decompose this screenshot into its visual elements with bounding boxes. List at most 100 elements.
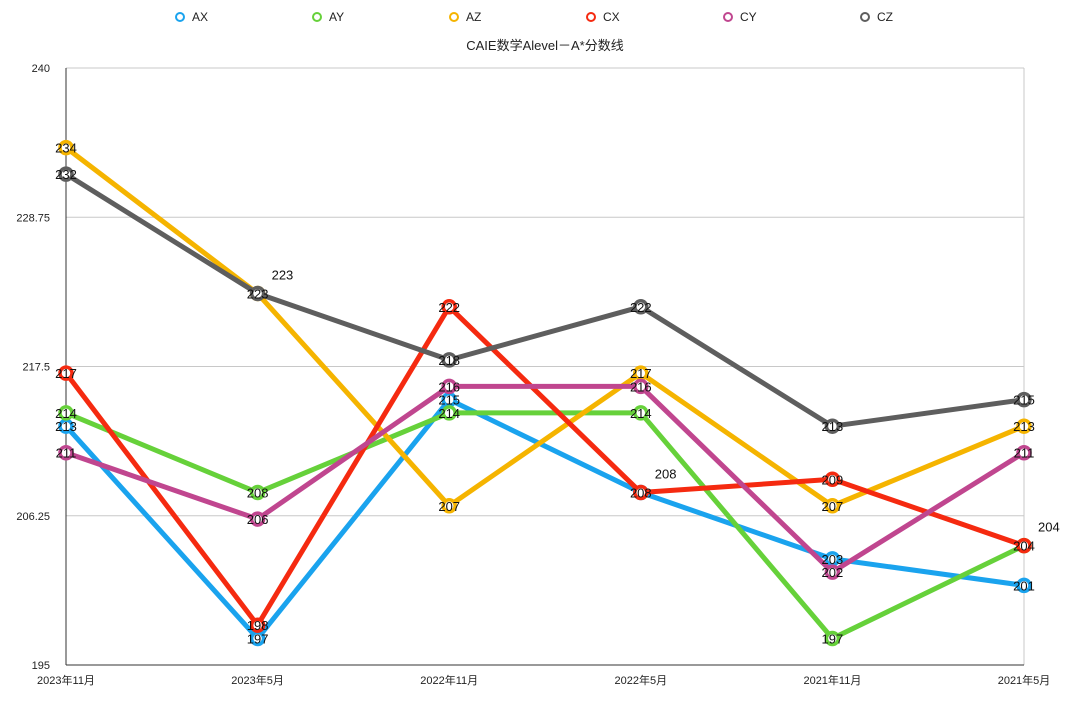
data-label: 208 — [247, 486, 269, 501]
series-line — [63, 171, 1027, 429]
data-point[interactable] — [249, 285, 266, 302]
data-point[interactable] — [441, 352, 457, 368]
data-point[interactable] — [1016, 537, 1032, 554]
data-point[interactable] — [824, 564, 841, 580]
data-label: 206 — [247, 512, 269, 527]
data-label: 201 — [1013, 578, 1035, 593]
data-label: 213 — [1013, 419, 1035, 434]
series-cy — [58, 378, 1032, 580]
data-point[interactable] — [1016, 444, 1032, 461]
data-label: 234 — [55, 141, 77, 156]
legend-item-cy[interactable]: CY — [723, 10, 757, 24]
data-label: 232 — [55, 167, 77, 182]
data-label: 222 — [438, 300, 460, 315]
data-label: 214 — [630, 406, 652, 421]
data-point[interactable] — [633, 484, 649, 501]
data-point[interactable] — [824, 471, 841, 488]
data-point[interactable] — [824, 630, 841, 647]
legend-item-ax[interactable]: AX — [175, 10, 208, 24]
grid — [66, 67, 1024, 666]
data-point[interactable] — [58, 405, 74, 421]
data-point[interactable] — [633, 405, 649, 421]
data-point[interactable] — [249, 484, 266, 501]
data-point[interactable] — [633, 299, 649, 315]
data-label: 211 — [1014, 446, 1035, 461]
data-label: 213 — [822, 419, 844, 434]
data-label: 207 — [822, 499, 844, 514]
data-label: 216 — [438, 379, 460, 394]
series-line — [63, 410, 1027, 641]
data-label: 218 — [438, 353, 460, 368]
data-point[interactable] — [441, 498, 457, 514]
data-point[interactable] — [58, 365, 74, 381]
data-label: 197 — [247, 631, 269, 646]
data-label: 216 — [630, 379, 652, 394]
legend-marker-icon — [586, 12, 596, 22]
legend-label: AX — [192, 10, 208, 24]
data-point[interactable] — [441, 405, 457, 421]
legend-marker-icon — [723, 12, 733, 22]
y-tick-label: 206.25 — [16, 511, 50, 523]
legend-item-ay[interactable]: AY — [312, 10, 344, 24]
legend-item-cz[interactable]: CZ — [860, 10, 893, 24]
legend-item-cx[interactable]: CX — [586, 10, 620, 24]
y-tick-label: 228.75 — [16, 212, 50, 224]
x-tick-label: 2021年5月 — [998, 673, 1051, 687]
data-label: 208 — [655, 467, 677, 482]
series-cz — [58, 166, 1032, 434]
data-point[interactable] — [824, 418, 841, 434]
legend: AX AY AZ CX CY CZ — [175, 10, 893, 24]
data-label: 202 — [822, 565, 844, 580]
data-point[interactable] — [1016, 577, 1032, 594]
data-label: 203 — [822, 552, 844, 567]
legend-label: CY — [740, 10, 757, 24]
data-label: 217 — [55, 366, 77, 381]
data-label: 222 — [630, 300, 652, 315]
data-label: 204 — [1013, 539, 1035, 554]
x-tick-label: 2023年11月 — [37, 673, 95, 687]
series-az — [58, 139, 1032, 514]
x-tick-label: 2021年11月 — [803, 673, 861, 687]
legend-label: AZ — [466, 10, 481, 24]
data-point[interactable] — [58, 444, 74, 461]
data-point[interactable] — [58, 166, 74, 182]
series-lines — [58, 139, 1032, 647]
axes: 195 206.25 217.5 228.75 240 2023年11月 2023年5月 20… — [16, 63, 1050, 687]
x-tick-label: 2022年11月 — [420, 673, 478, 687]
data-point[interactable] — [249, 617, 266, 633]
y-tick-label: 240 — [32, 63, 50, 75]
data-point[interactable] — [1016, 391, 1032, 408]
data-point[interactable] — [58, 139, 74, 156]
data-label: 204 — [1038, 520, 1060, 535]
series-line — [63, 304, 1027, 628]
data-point[interactable] — [441, 299, 457, 315]
data-label: 208 — [630, 486, 652, 501]
legend-marker-icon — [860, 12, 870, 22]
x-tick-label: 2022年5月 — [615, 673, 668, 687]
series-line — [63, 397, 1027, 641]
data-point[interactable] — [441, 378, 457, 395]
data-labels: 213 197 215 208 203 201 214 208 214 214 197 204 234 2… — [55, 141, 1060, 647]
data-label: 198 — [247, 618, 269, 633]
data-label: 215 — [1013, 393, 1035, 408]
data-label: 214 — [438, 406, 460, 421]
legend-label: AY — [329, 10, 344, 24]
series-line — [63, 145, 1027, 509]
data-point[interactable] — [1016, 418, 1032, 434]
series-cx — [58, 299, 1032, 633]
legend-marker-icon — [175, 12, 185, 22]
data-point[interactable] — [633, 378, 649, 395]
legend-marker-icon — [312, 12, 322, 22]
data-point[interactable] — [249, 511, 266, 527]
data-label: 223 — [247, 287, 269, 302]
legend-item-az[interactable]: AZ — [449, 10, 481, 24]
data-label: 217 — [630, 366, 652, 381]
data-label: 214 — [55, 406, 77, 421]
chart-title: CAIE数学Alevel－A*分数线 — [466, 38, 623, 53]
data-label: 209 — [822, 472, 844, 487]
data-point[interactable] — [824, 498, 841, 514]
data-label: 211 — [56, 446, 77, 461]
x-tick-label: 2023年5月 — [231, 673, 284, 687]
